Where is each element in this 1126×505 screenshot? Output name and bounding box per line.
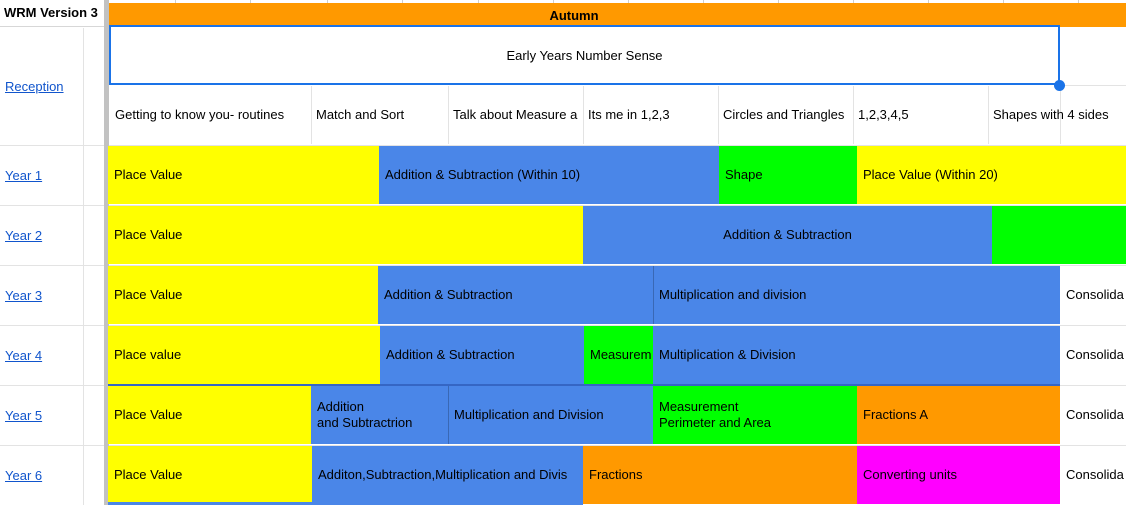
sidebar-item-year-3: Year 3 xyxy=(0,266,100,324)
column-tick xyxy=(703,0,704,3)
row-link[interactable]: Reception xyxy=(5,78,64,94)
h-gridline xyxy=(0,325,1126,326)
topic-block-year-1-2[interactable]: Shape xyxy=(719,146,857,204)
row-link[interactable]: Year 6 xyxy=(5,467,43,483)
topic-block-year-2-0[interactable]: Place Value xyxy=(108,206,583,264)
sidebar-item-year-1: Year 1 xyxy=(0,146,100,204)
cell-separator xyxy=(653,266,654,324)
topic-block-year-6-1[interactable]: Additon,Subtraction,Multiplication and D… xyxy=(312,446,583,504)
column-tick xyxy=(327,0,328,3)
topic-block-year-6-3[interactable]: Converting units xyxy=(857,446,1060,504)
topic-block-year-5-2[interactable]: Multiplication and Division xyxy=(448,386,653,444)
selection-fill-handle[interactable] xyxy=(1054,80,1065,91)
reception-unit-cell[interactable]: Shapes with 4 sides xyxy=(993,106,1109,122)
row-link[interactable]: Year 5 xyxy=(5,407,43,423)
h-gridline xyxy=(0,205,1126,206)
column-tick xyxy=(478,0,479,3)
v-gridline xyxy=(853,86,854,144)
topic-block-year-4-0[interactable]: Place value xyxy=(108,326,380,384)
sidebar-item-year-6: Year 6 xyxy=(0,446,100,504)
sidebar-item-year-2: Year 2 xyxy=(0,206,100,264)
reception-unit-cell[interactable]: Getting to know you- routines xyxy=(115,106,285,122)
topic-block-year-4-4[interactable]: Consolida xyxy=(1060,326,1126,384)
topic-block-year-5-5[interactable]: Consolida xyxy=(1060,386,1126,444)
next-row-peek xyxy=(108,502,583,505)
v-gridline xyxy=(988,86,989,144)
frozen-pane-divider xyxy=(104,0,109,505)
row-link[interactable]: Year 3 xyxy=(5,287,43,303)
topic-block-year-5-1[interactable]: Addition and Subtractrion xyxy=(311,386,448,444)
h-gridline xyxy=(0,445,1126,446)
topic-block-year-5-3[interactable]: Measurement Perimeter and Area xyxy=(653,386,857,444)
topic-block-year-6-0[interactable]: Place Value xyxy=(108,446,312,504)
topic-block-year-2-1[interactable]: Addition & Subtraction xyxy=(583,206,992,264)
topic-block-year-4-1[interactable]: Addition & Subtraction xyxy=(380,326,584,384)
row-link[interactable]: Year 2 xyxy=(5,227,43,243)
topic-block-year-1-1[interactable]: Addition & Subtraction (Within 10) xyxy=(379,146,719,204)
sidebar-item-year-5: Year 5 xyxy=(0,386,100,444)
topic-block-year-3-1[interactable]: Addition & Subtraction xyxy=(378,266,653,324)
topic-block-year-4-3[interactable]: Multiplication & Division xyxy=(653,326,1060,384)
column-tick xyxy=(853,0,854,3)
column-tick xyxy=(928,0,929,3)
sidebar-item-reception: Reception xyxy=(0,28,100,144)
reception-unit-cell[interactable]: Match and Sort xyxy=(316,106,405,122)
column-tick xyxy=(1078,0,1079,3)
h-gridline xyxy=(0,145,1126,146)
topic-block-year-4-2[interactable]: Measurem xyxy=(584,326,653,384)
v-gridline xyxy=(311,86,312,144)
reception-unit-cell[interactable]: Circles and Triangles xyxy=(723,106,845,122)
v-gridline xyxy=(1060,86,1061,144)
topic-block-year-6-4[interactable]: Consolida xyxy=(1060,446,1126,504)
sidebar-item-year-4: Year 4 xyxy=(0,326,100,384)
topic-block-year-3-2[interactable]: Multiplication and division xyxy=(653,266,1060,324)
v-gridline xyxy=(448,86,449,144)
merged-cell-early-years[interactable]: Early Years Number Sense xyxy=(506,47,663,63)
topic-block-year-6-2[interactable]: Fractions xyxy=(583,446,857,504)
h-gridline xyxy=(1060,85,1126,86)
v-gridline xyxy=(718,86,719,144)
topic-block-year-3-0[interactable]: Place Value xyxy=(108,266,378,324)
column-tick xyxy=(1003,0,1004,3)
topic-block-year-5-0[interactable]: Place Value xyxy=(108,386,311,444)
v-gridline xyxy=(83,28,84,505)
column-tick xyxy=(553,0,554,3)
selection-box: Early Years Number Sense xyxy=(109,25,1060,85)
column-tick xyxy=(628,0,629,3)
h-gridline xyxy=(0,265,1126,266)
cell-separator xyxy=(448,386,449,444)
column-tick xyxy=(175,0,176,3)
column-tick xyxy=(778,0,779,3)
v-gridline xyxy=(583,86,584,144)
row-link[interactable]: Year 4 xyxy=(5,347,43,363)
topic-block-year-2-2[interactable] xyxy=(992,206,1126,264)
reception-unit-cell[interactable]: Its me in 1,2,3 xyxy=(588,106,670,122)
topic-block-year-3-3[interactable]: Consolida xyxy=(1060,266,1126,324)
corner-cell-wrm-version[interactable]: WRM Version 3 xyxy=(0,0,104,27)
term-header-cell[interactable] xyxy=(108,3,1126,27)
topic-block-year-1-3[interactable]: Place Value (Within 20) xyxy=(857,146,1126,204)
reception-unit-cell[interactable]: Talk about Measure a xyxy=(453,106,578,122)
topic-block-year-1-0[interactable]: Place Value xyxy=(108,146,379,204)
column-tick xyxy=(250,0,251,3)
term-header-label: Autumn xyxy=(549,7,599,23)
thick-border-line xyxy=(108,384,1060,386)
topic-block-year-5-4[interactable]: Fractions A xyxy=(857,386,1060,444)
column-tick xyxy=(402,0,403,3)
row-link[interactable]: Year 1 xyxy=(5,167,43,183)
reception-unit-cell[interactable]: 1,2,3,4,5 xyxy=(858,106,909,122)
